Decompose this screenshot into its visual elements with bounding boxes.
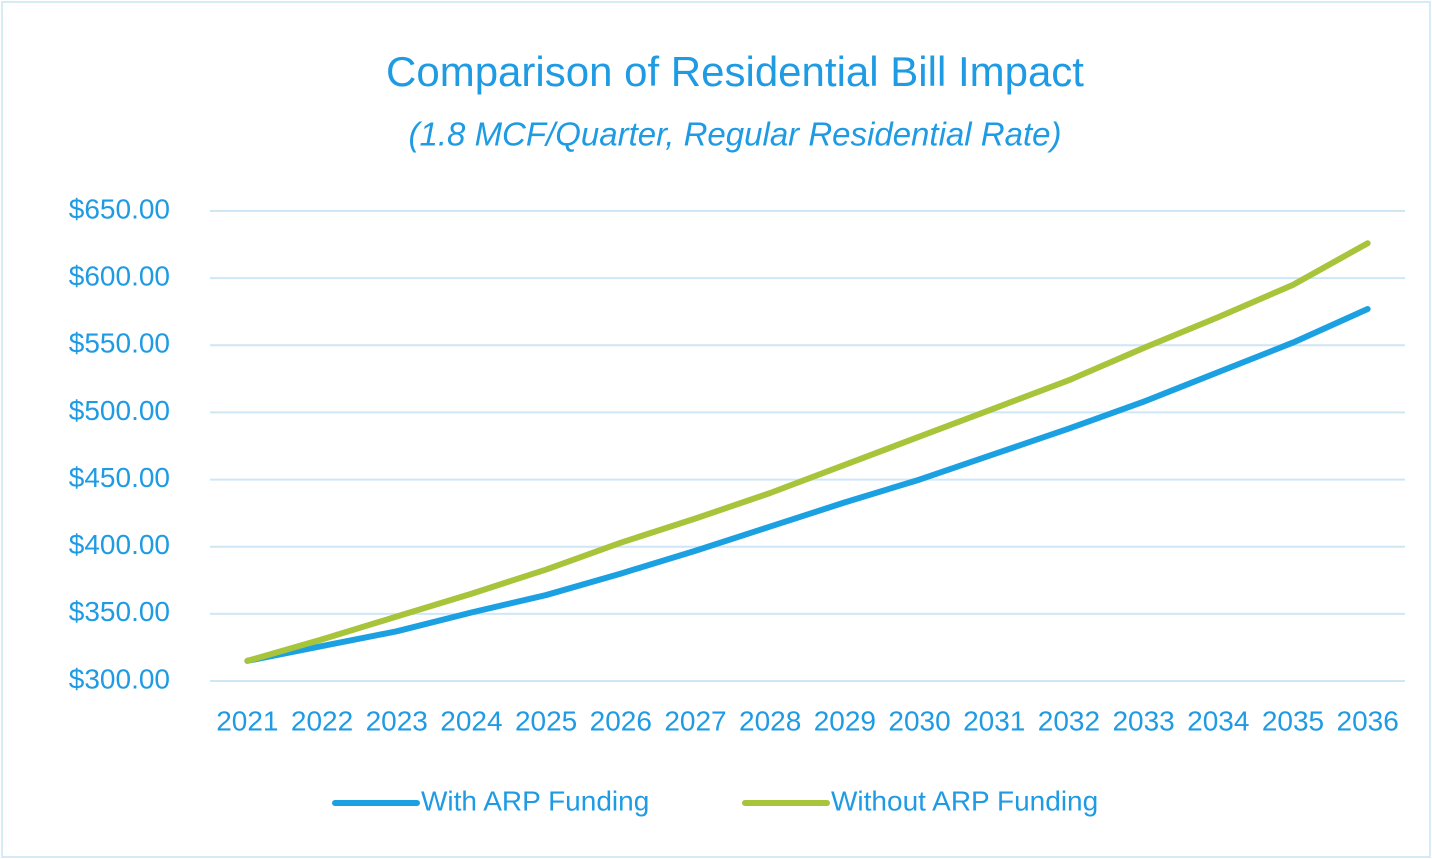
x-tick-label: 2028: [739, 705, 801, 736]
x-tick-label: 2031: [963, 705, 1025, 736]
x-tick-label: 2034: [1187, 705, 1249, 736]
y-tick-label: $450.00: [69, 462, 170, 493]
x-tick-label: 2030: [888, 705, 950, 736]
x-tick-label: 2036: [1337, 705, 1399, 736]
series-line: [244, 306, 1371, 664]
x-tick-label: 2032: [1038, 705, 1100, 736]
x-tick-label: 2035: [1262, 705, 1324, 736]
y-tick-label: $550.00: [69, 328, 170, 359]
y-tick-label: $600.00: [69, 261, 170, 292]
x-tick-label: 2029: [814, 705, 876, 736]
legend-label: With ARP Funding: [421, 785, 649, 816]
x-tick-label: 2022: [291, 705, 353, 736]
x-tick-label: 2026: [590, 705, 652, 736]
x-tick-label: 2024: [440, 705, 502, 736]
y-tick-label: $350.00: [69, 596, 170, 627]
chart-subtitle: (1.8 MCF/Quarter, Regular Residential Ra…: [409, 116, 1062, 153]
x-tick-label: 2033: [1112, 705, 1174, 736]
y-tick-label: $300.00: [69, 663, 170, 694]
x-tick-label: 2023: [366, 705, 428, 736]
y-tick-label: $500.00: [69, 395, 170, 426]
x-tick-label: 2025: [515, 705, 577, 736]
y-tick-label: $400.00: [69, 529, 170, 560]
x-tick-label: 2027: [664, 705, 726, 736]
y-tick-label: $650.00: [69, 193, 170, 224]
chart-title: Comparison of Residential Bill Impact: [386, 48, 1084, 95]
legend-label: Without ARP Funding: [831, 785, 1098, 816]
x-tick-label: 2021: [216, 705, 278, 736]
series-line: [244, 240, 1371, 664]
